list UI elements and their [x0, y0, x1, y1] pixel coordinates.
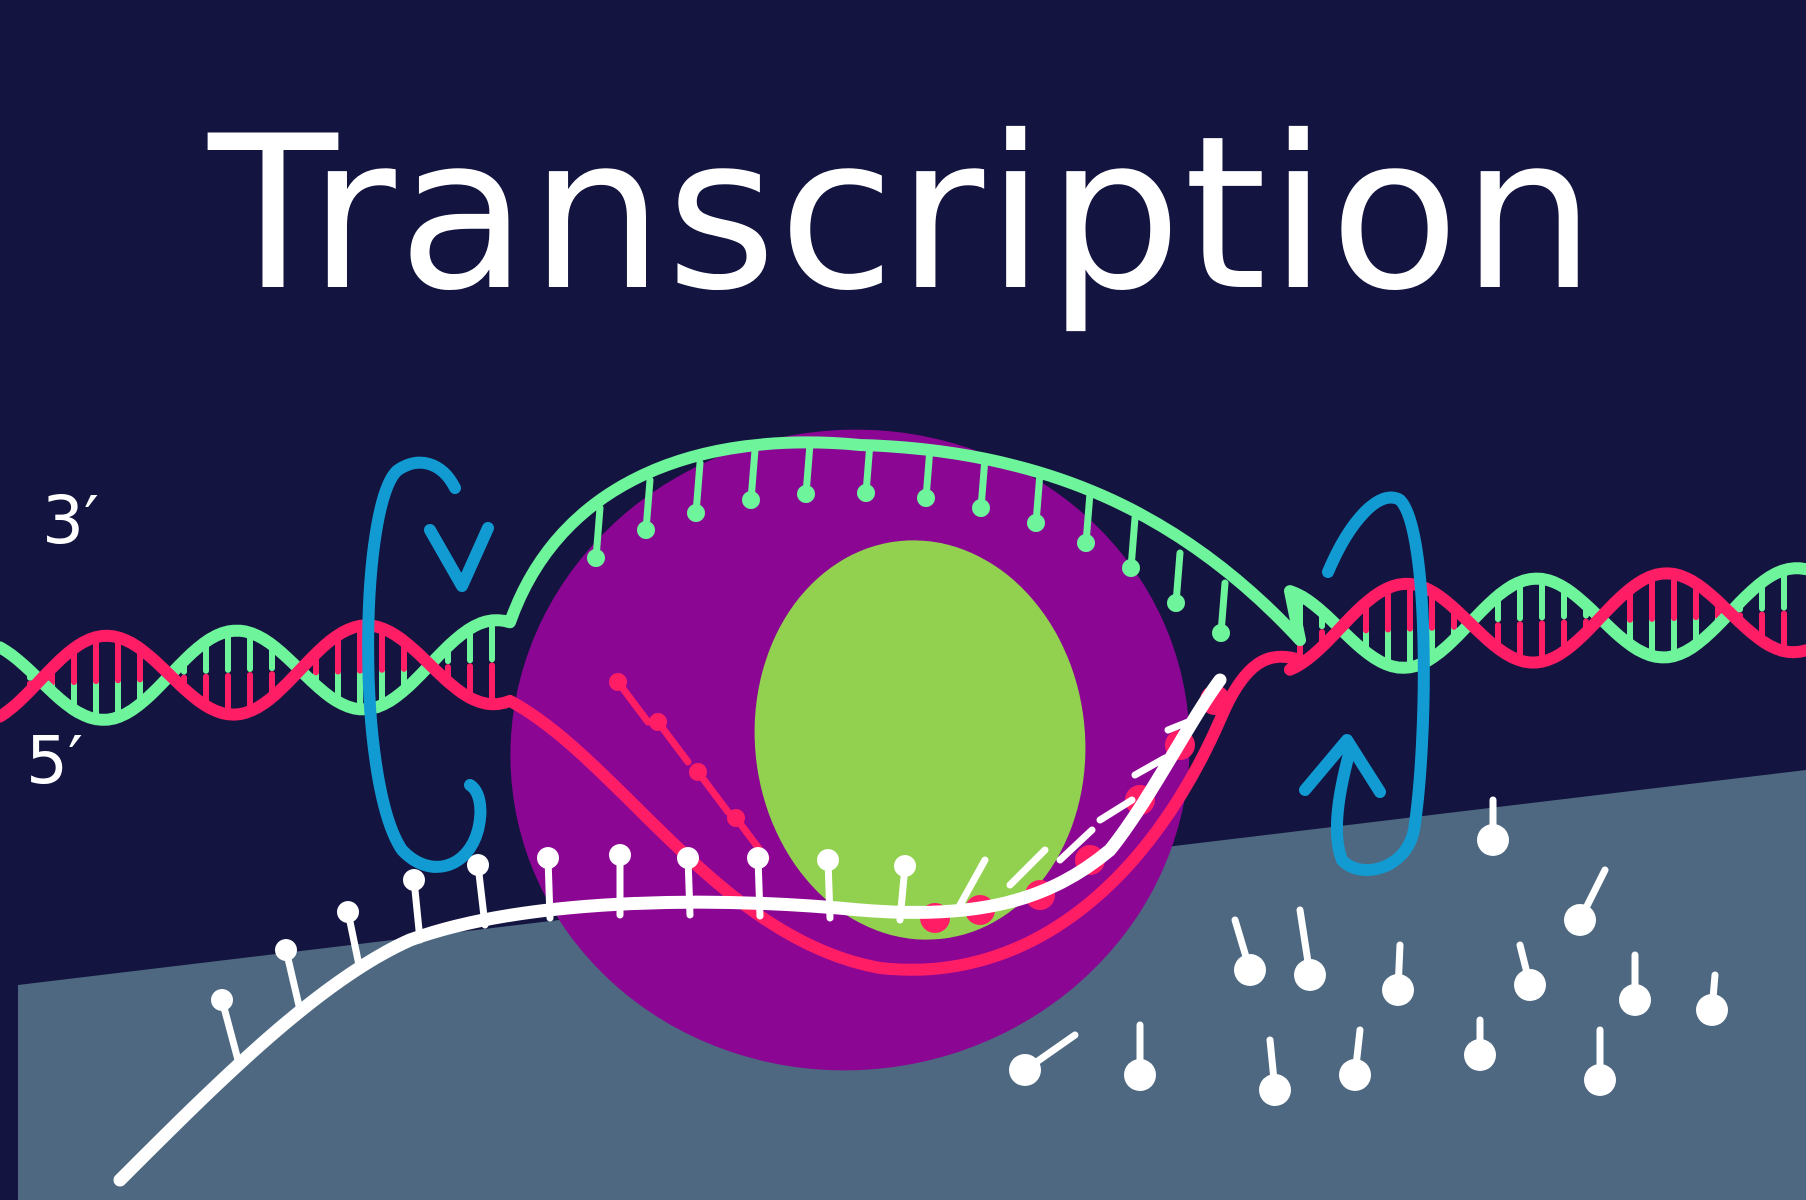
coding-base-ball [1122, 559, 1140, 577]
coding-base-ball [587, 549, 605, 567]
mrna-base-ball [211, 989, 233, 1011]
template-base-ball [727, 809, 745, 827]
coding-strand [0, 436, 1806, 726]
coding-base-ball [637, 521, 655, 539]
free-nucleotide-ball [1696, 994, 1728, 1026]
free-nucleotide-ball [1564, 904, 1596, 936]
mrna-base-ball [894, 855, 916, 877]
mrna-base-ball [537, 847, 559, 869]
mrna-strand [113, 673, 1227, 1187]
template-base-ball [609, 673, 627, 691]
page-title: Transcription [208, 90, 1598, 337]
free-nucleotide-ball [1124, 1059, 1156, 1091]
mrna-base-ball [817, 849, 839, 871]
mrna-pairing-rung [1056, 826, 1096, 864]
mrna-pairing-rung [956, 856, 989, 909]
coding-base-ball [1167, 594, 1185, 612]
mrna-base-ball [337, 901, 359, 923]
mrna-base-ball [677, 847, 699, 869]
mrna-pairing-rung [1096, 796, 1136, 824]
coding-base-ball [972, 499, 990, 517]
coding-base-ball [917, 489, 935, 507]
template-base-ball [649, 713, 667, 731]
template-base-ball [689, 763, 707, 781]
free-nucleotide-ball [1234, 954, 1266, 986]
free-nucleotide-ball [1477, 824, 1509, 856]
free-nucleotide-ball [1382, 974, 1414, 1006]
coding-base-ball [742, 491, 760, 509]
free-nucleotide-ball [1339, 1059, 1371, 1091]
mrna-base-ball [403, 869, 425, 891]
coding-base-ball [1212, 624, 1230, 642]
rotation-arrow-right-icon [1299, 491, 1430, 876]
free-nucleotide-ball [1464, 1039, 1496, 1071]
free-nucleotide-ball [1514, 969, 1546, 1001]
free-nucleotide-ball [1619, 984, 1651, 1016]
mrna-base-ball [467, 854, 489, 876]
coding-base-ball [857, 484, 875, 502]
three-prime-label: 3′ [42, 482, 99, 559]
coding-base-ball [1077, 534, 1095, 552]
template-strand [0, 567, 1806, 976]
mrna-base-ball [747, 847, 769, 869]
coding-base-ball [797, 485, 815, 503]
free-nucleotide-ball [1259, 1074, 1291, 1106]
mrna-pairing-rung [1006, 846, 1049, 889]
mrna-pairing-rung [1131, 754, 1169, 779]
coding-base-ball [687, 504, 705, 522]
free-nucleotide-ball [1294, 959, 1326, 991]
polymerase-active-site [754, 540, 1086, 940]
mrna-base-ball [275, 939, 297, 961]
coding-base-ball [1027, 514, 1045, 532]
rotation-arrow-left-icon [362, 456, 494, 873]
free-nucleotide-ball [1009, 1054, 1041, 1086]
five-prime-label: 5′ [26, 722, 83, 799]
free-nucleotide-ball [1584, 1064, 1616, 1096]
coding-strand-bases [587, 439, 1230, 642]
free-nucleotides [1009, 796, 1728, 1106]
mrna-base-ball [609, 844, 631, 866]
